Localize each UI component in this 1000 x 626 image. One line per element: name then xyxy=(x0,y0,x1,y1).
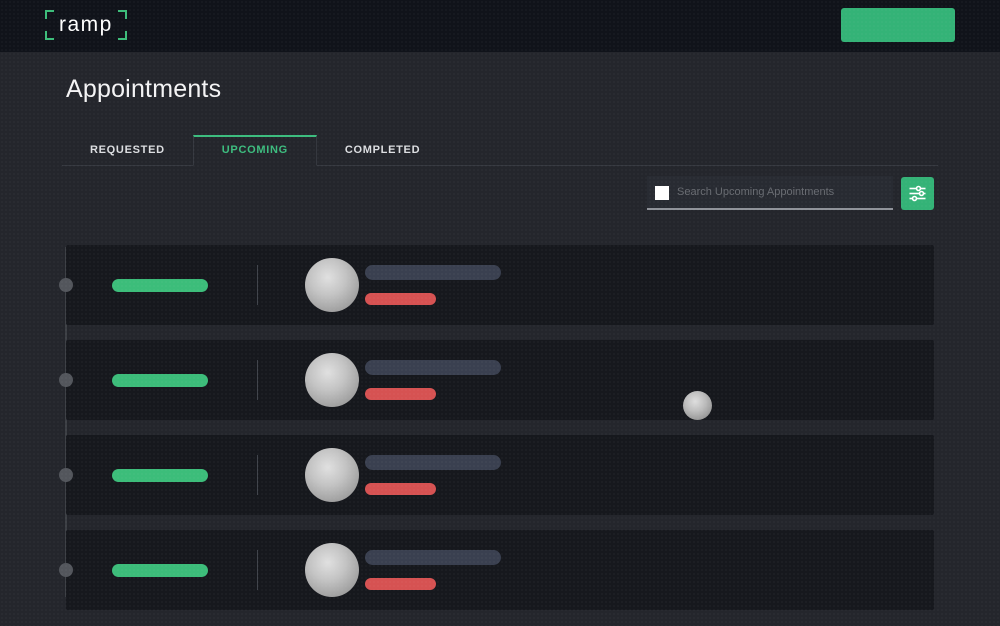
row-divider xyxy=(257,360,258,400)
name-bar-skeleton xyxy=(365,360,501,375)
search-row xyxy=(66,176,934,210)
content: Appointments REQUESTED UPCOMING COMPLETE… xyxy=(0,75,1000,610)
avatar xyxy=(305,448,359,502)
status-bar-skeleton xyxy=(365,293,436,305)
logo-bracket-icon xyxy=(117,31,127,40)
timeline-dot-icon xyxy=(59,373,73,387)
page-title: Appointments xyxy=(66,75,222,103)
row-divider xyxy=(257,265,258,305)
appointment-row[interactable] xyxy=(59,245,934,325)
tab-completed[interactable]: COMPLETED xyxy=(344,144,421,156)
avatar xyxy=(305,543,359,597)
status-bar-skeleton xyxy=(365,578,436,590)
search-input[interactable] xyxy=(647,176,893,210)
row-text xyxy=(365,360,501,400)
search-box xyxy=(647,176,893,210)
row-divider xyxy=(257,550,258,590)
avatar xyxy=(305,353,359,407)
logo-text: ramp xyxy=(59,13,113,36)
row-text xyxy=(365,265,501,305)
tab-requested[interactable]: REQUESTED xyxy=(90,144,165,156)
search-placeholder-icon xyxy=(655,186,669,200)
timeline-dot-icon xyxy=(59,563,73,577)
sliders-icon xyxy=(908,184,927,203)
appointment-row[interactable] xyxy=(59,435,934,515)
logo-bracket-icon xyxy=(45,31,54,40)
row-text xyxy=(365,550,501,590)
name-bar-skeleton xyxy=(365,455,501,470)
appointment-row[interactable] xyxy=(59,340,934,420)
name-bar-skeleton xyxy=(365,550,501,565)
timeline-dot-icon xyxy=(59,468,73,482)
ramp-logo[interactable]: ramp xyxy=(45,10,127,40)
time-pill-skeleton xyxy=(112,373,208,387)
tab-bar: REQUESTED UPCOMING COMPLETED xyxy=(62,135,938,166)
filter-button[interactable] xyxy=(901,176,934,210)
avatar xyxy=(305,258,359,312)
topbar-action-button[interactable] xyxy=(841,8,955,42)
timeline-dot-icon xyxy=(59,278,73,292)
time-pill-skeleton xyxy=(112,278,208,292)
loading-sphere xyxy=(683,391,712,420)
timeline-line xyxy=(65,247,67,597)
name-bar-skeleton xyxy=(365,265,501,280)
topbar: ramp xyxy=(0,0,1000,52)
time-pill-skeleton xyxy=(112,563,208,577)
time-pill-skeleton xyxy=(112,468,208,482)
appointment-row[interactable] xyxy=(59,530,934,610)
status-bar-skeleton xyxy=(365,388,436,400)
logo-bracket-icon xyxy=(45,10,54,19)
tab-upcoming[interactable]: UPCOMING xyxy=(192,135,317,166)
row-divider xyxy=(257,455,258,495)
logo-bracket-icon xyxy=(117,10,127,19)
row-text xyxy=(365,455,501,495)
status-bar-skeleton xyxy=(365,483,436,495)
appointment-list xyxy=(59,245,934,610)
